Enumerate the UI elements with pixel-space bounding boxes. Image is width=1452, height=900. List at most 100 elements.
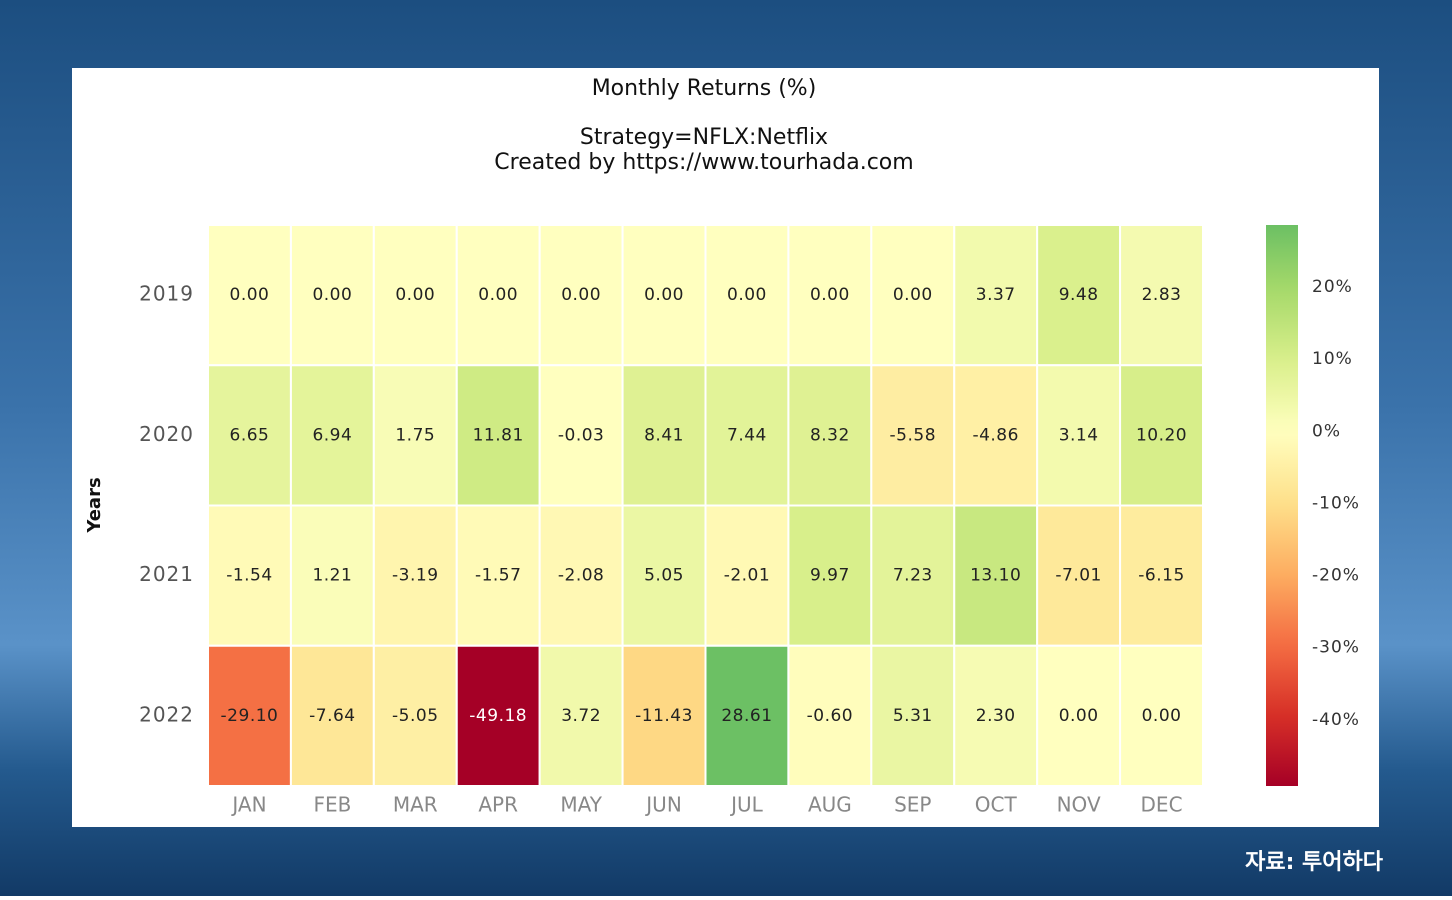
- cell-label: -11.43: [635, 706, 693, 726]
- heatmap-cell: [621, 224, 707, 367]
- cell-label: 7.44: [727, 425, 767, 445]
- chart-subtitle: Created by https://www.tourhada.com: [494, 150, 913, 175]
- heatmap-cell: [455, 644, 541, 787]
- heatmap-cell: [704, 224, 790, 367]
- cell-label: 8.32: [810, 425, 850, 445]
- cell-label: 28.61: [721, 706, 772, 726]
- cell-label: 0.00: [1059, 706, 1099, 726]
- colorbar-tick-label: -20%: [1312, 566, 1360, 586]
- x-tick-label: AUG: [808, 793, 852, 817]
- cell-label: -2.01: [724, 566, 771, 586]
- x-tick-label: FEB: [313, 793, 351, 817]
- y-tick-label: 2021: [139, 562, 194, 586]
- y-axis-label: Years: [84, 477, 105, 533]
- heatmap-cell: [787, 504, 873, 647]
- heatmap-cell: [289, 504, 375, 647]
- heatmap-cell: [1119, 504, 1205, 647]
- x-tick-label: JUN: [644, 793, 682, 817]
- cell-label: 6.94: [312, 425, 352, 445]
- x-tick-label: SEP: [894, 793, 931, 817]
- heatmap-cell: [538, 644, 624, 787]
- cell-label: 2.83: [1142, 285, 1182, 305]
- y-tick-label: 2019: [139, 282, 194, 306]
- cell-label: 0.00: [1142, 706, 1182, 726]
- cell-label: 1.75: [395, 425, 435, 445]
- heatmap-cell: [455, 504, 541, 647]
- heatmap-cell: [207, 644, 292, 787]
- cell-label: -0.03: [558, 425, 605, 445]
- colorbar: [1266, 225, 1298, 786]
- cell-label: 1.21: [312, 566, 352, 586]
- heatmap-cell: [1119, 364, 1205, 507]
- x-tick-label: MAR: [393, 793, 438, 817]
- chart-subtitle: Strategy=NFLX:Netflix: [580, 125, 828, 150]
- colorbar-tick-label: -30%: [1312, 638, 1360, 658]
- x-tick-label: JUL: [729, 793, 764, 817]
- cell-label: 5.05: [644, 566, 684, 586]
- cell-label: 5.31: [893, 706, 933, 726]
- cell-label: -7.01: [1055, 566, 1102, 586]
- source: 자료: 투어하다: [1245, 850, 1384, 875]
- cell-label: -5.58: [890, 425, 937, 445]
- x-tick-label: JAN: [230, 793, 266, 817]
- cell-label: 6.65: [230, 425, 270, 445]
- cell-label: 13.10: [970, 566, 1021, 586]
- cell-label: -49.18: [469, 706, 527, 726]
- cell-label: 11.81: [473, 425, 524, 445]
- colorbar-tick-label: 10%: [1312, 349, 1353, 369]
- heatmap-cell: [1036, 224, 1122, 367]
- heatmap-cell: [538, 364, 624, 507]
- cell-label: 0.00: [644, 285, 684, 305]
- cell-label: 0.00: [561, 285, 601, 305]
- heatmap-cell: [953, 224, 1039, 367]
- heatmap-cell: [1036, 644, 1122, 787]
- cell-label: -1.57: [475, 566, 522, 586]
- cell-label: 7.23: [893, 566, 933, 586]
- heatmap-cell: [704, 644, 790, 787]
- heatmap-cell: [1036, 504, 1122, 647]
- heatmap-cell: [207, 364, 292, 507]
- colorbar-tick-label: 0%: [1312, 421, 1341, 441]
- heatmap-cell: [1119, 644, 1205, 787]
- x-tick-label: NOV: [1057, 793, 1101, 817]
- heatmap-cell: [455, 224, 541, 367]
- heatmap-cell: [870, 504, 956, 647]
- x-tick-label: MAY: [560, 793, 602, 817]
- heatmap-cell: [372, 504, 458, 647]
- cell-label: 0.00: [230, 285, 270, 305]
- colorbar-tick-label: -10%: [1312, 493, 1360, 513]
- cell-label: 8.41: [644, 425, 684, 445]
- cell-label: 0.00: [312, 285, 352, 305]
- heatmap-cell: [621, 364, 707, 507]
- heatmap-cell: [870, 364, 956, 507]
- heatmap-cell: [870, 644, 956, 787]
- cell-label: 3.14: [1059, 425, 1099, 445]
- heatmap-cell: [1036, 364, 1122, 507]
- cell-label: 2.30: [976, 706, 1016, 726]
- cell-label: -3.19: [392, 566, 439, 586]
- heatmap-cell: [787, 224, 873, 367]
- cell-label: -1.54: [226, 566, 273, 586]
- heatmap-cell: [1119, 224, 1205, 367]
- cell-label: 0.00: [893, 285, 933, 305]
- x-tick-label: DEC: [1141, 793, 1183, 817]
- cell-label: 0.00: [810, 285, 850, 305]
- cell-label: -2.08: [558, 566, 605, 586]
- cell-label: -0.60: [807, 706, 854, 726]
- y-tick-label: 2020: [139, 422, 194, 446]
- colorbar-tick-label: -40%: [1312, 710, 1360, 730]
- heatmap-cell: [621, 644, 707, 787]
- cell-label: -5.05: [392, 706, 439, 726]
- colorbar-tick-label: 20%: [1312, 277, 1353, 297]
- heatmap-cell: [953, 644, 1039, 787]
- cell-label: 0.00: [478, 285, 518, 305]
- cell-label: 9.48: [1059, 285, 1099, 305]
- cell-label: 9.97: [810, 566, 850, 586]
- cell-label: -7.64: [309, 706, 356, 726]
- y-tick-label: 2022: [139, 702, 194, 726]
- cell-label: 3.72: [561, 706, 601, 726]
- heatmap-cell: [289, 644, 375, 787]
- cell-label: -6.15: [1138, 566, 1185, 586]
- cell-label: 10.20: [1136, 425, 1187, 445]
